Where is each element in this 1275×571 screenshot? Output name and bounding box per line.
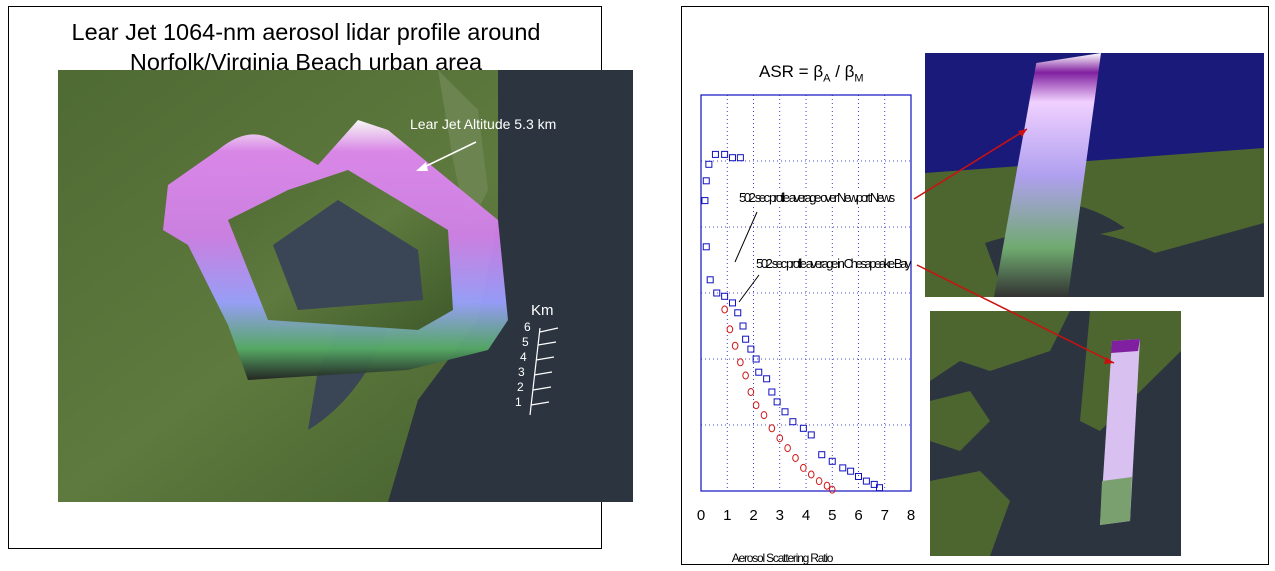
data-point-square [702,177,710,185]
x-tick-label: 4 [802,507,810,524]
data-point-square [702,243,710,251]
satellite-image-chesapeake-bay [930,311,1181,556]
km-tick-6: 6 [524,320,531,334]
label-newport-news: 502 sec profile average over Newport New… [739,190,895,205]
x-tick-label: 7 [881,507,889,524]
label-chesapeake-bay: 502 sec profile average in Chesapeake Ba… [756,256,912,271]
beta-a: β [813,62,824,81]
data-point-square [705,160,713,168]
data-point-circle [737,358,744,367]
data-point-square [742,335,750,343]
x-tick-label: 1 [723,507,731,524]
x-tick-label: 3 [776,507,784,524]
data-point-square [828,457,836,465]
data-marks [701,150,883,494]
data-point-square [721,150,729,158]
data-point-square [855,472,862,480]
beta-m: β [844,62,855,81]
data-point-circle [752,401,760,410]
data-point-square [789,418,797,426]
data-point-square [721,292,729,300]
data-point-circle [828,485,836,494]
data-point-square [739,322,747,330]
data-point-circle [776,434,784,443]
data-point-circle [815,477,823,486]
x-tick-label: 5 [828,507,836,524]
data-point-square [818,451,826,459]
data-point-circle [823,481,831,490]
x-tick-label: 2 [749,507,757,524]
sub-m: M [854,72,864,85]
data-point-circle [760,411,768,420]
data-point-square [768,388,776,396]
x-tick-label: 8 [907,507,915,524]
data-point-square [729,299,736,307]
data-point-square [839,464,847,472]
data-point-square [763,375,771,383]
asr-scatter-chart: 0 1 2 3 4 5 6 7 8 Aerosol Scattering Ratio [697,94,915,565]
data-point-square [847,467,855,475]
data-point-square [734,309,742,317]
data-point-square [781,408,789,416]
km-axis-label: Km [531,302,554,319]
data-point-square [799,424,807,432]
data-point-square [876,484,883,492]
x-axis-label: Aerosol Scattering Ratio [732,551,834,565]
x-tick-label: 0 [697,507,705,524]
data-point-square [773,398,781,406]
data-point-square [736,154,744,162]
equation-lhs: ASR = [759,62,814,81]
data-point-square [807,431,815,439]
km-tick-5: 5 [522,335,529,349]
data-point-circle [807,470,815,479]
data-point-square [711,150,719,158]
km-tick-2: 2 [517,380,524,394]
km-tick-4: 4 [520,350,527,364]
data-point-square [701,197,709,205]
sub-a: A [823,72,831,85]
x-tick-labels: 0 1 2 3 4 5 6 7 8 [697,507,915,524]
data-point-circle [792,454,799,462]
data-point-circle [721,305,728,314]
data-point-square [713,289,721,297]
km-tick-1: 1 [515,395,522,409]
data-point-circle [742,371,749,380]
data-point-square [862,477,870,485]
data-point-circle [768,424,776,433]
equation-slash: / [830,62,845,81]
data-point-square [706,276,714,284]
data-point-square [752,355,760,363]
data-point-circle [731,341,739,350]
satellite-map-3d-curtain: Lear Jet Altitude 5.3 km Km 6 5 4 3 2 1 [58,70,633,502]
data-point-circle [800,463,807,472]
data-point-square [747,345,755,353]
altitude-annotation: Lear Jet Altitude 5.3 km [410,116,557,132]
slide-title-line1: Lear Jet 1064-nm aerosol lidar profile a… [71,19,541,45]
km-tick-3: 3 [518,365,525,379]
satellite-image-newport-news [925,53,1264,297]
data-point-square [729,154,736,162]
data-point-circle [747,388,755,396]
x-tick-label: 6 [854,507,862,524]
data-point-square [755,368,763,376]
data-point-circle [784,444,791,453]
data-point-circle [726,325,734,334]
asr-equation: ASR = βA / βM [759,62,864,84]
